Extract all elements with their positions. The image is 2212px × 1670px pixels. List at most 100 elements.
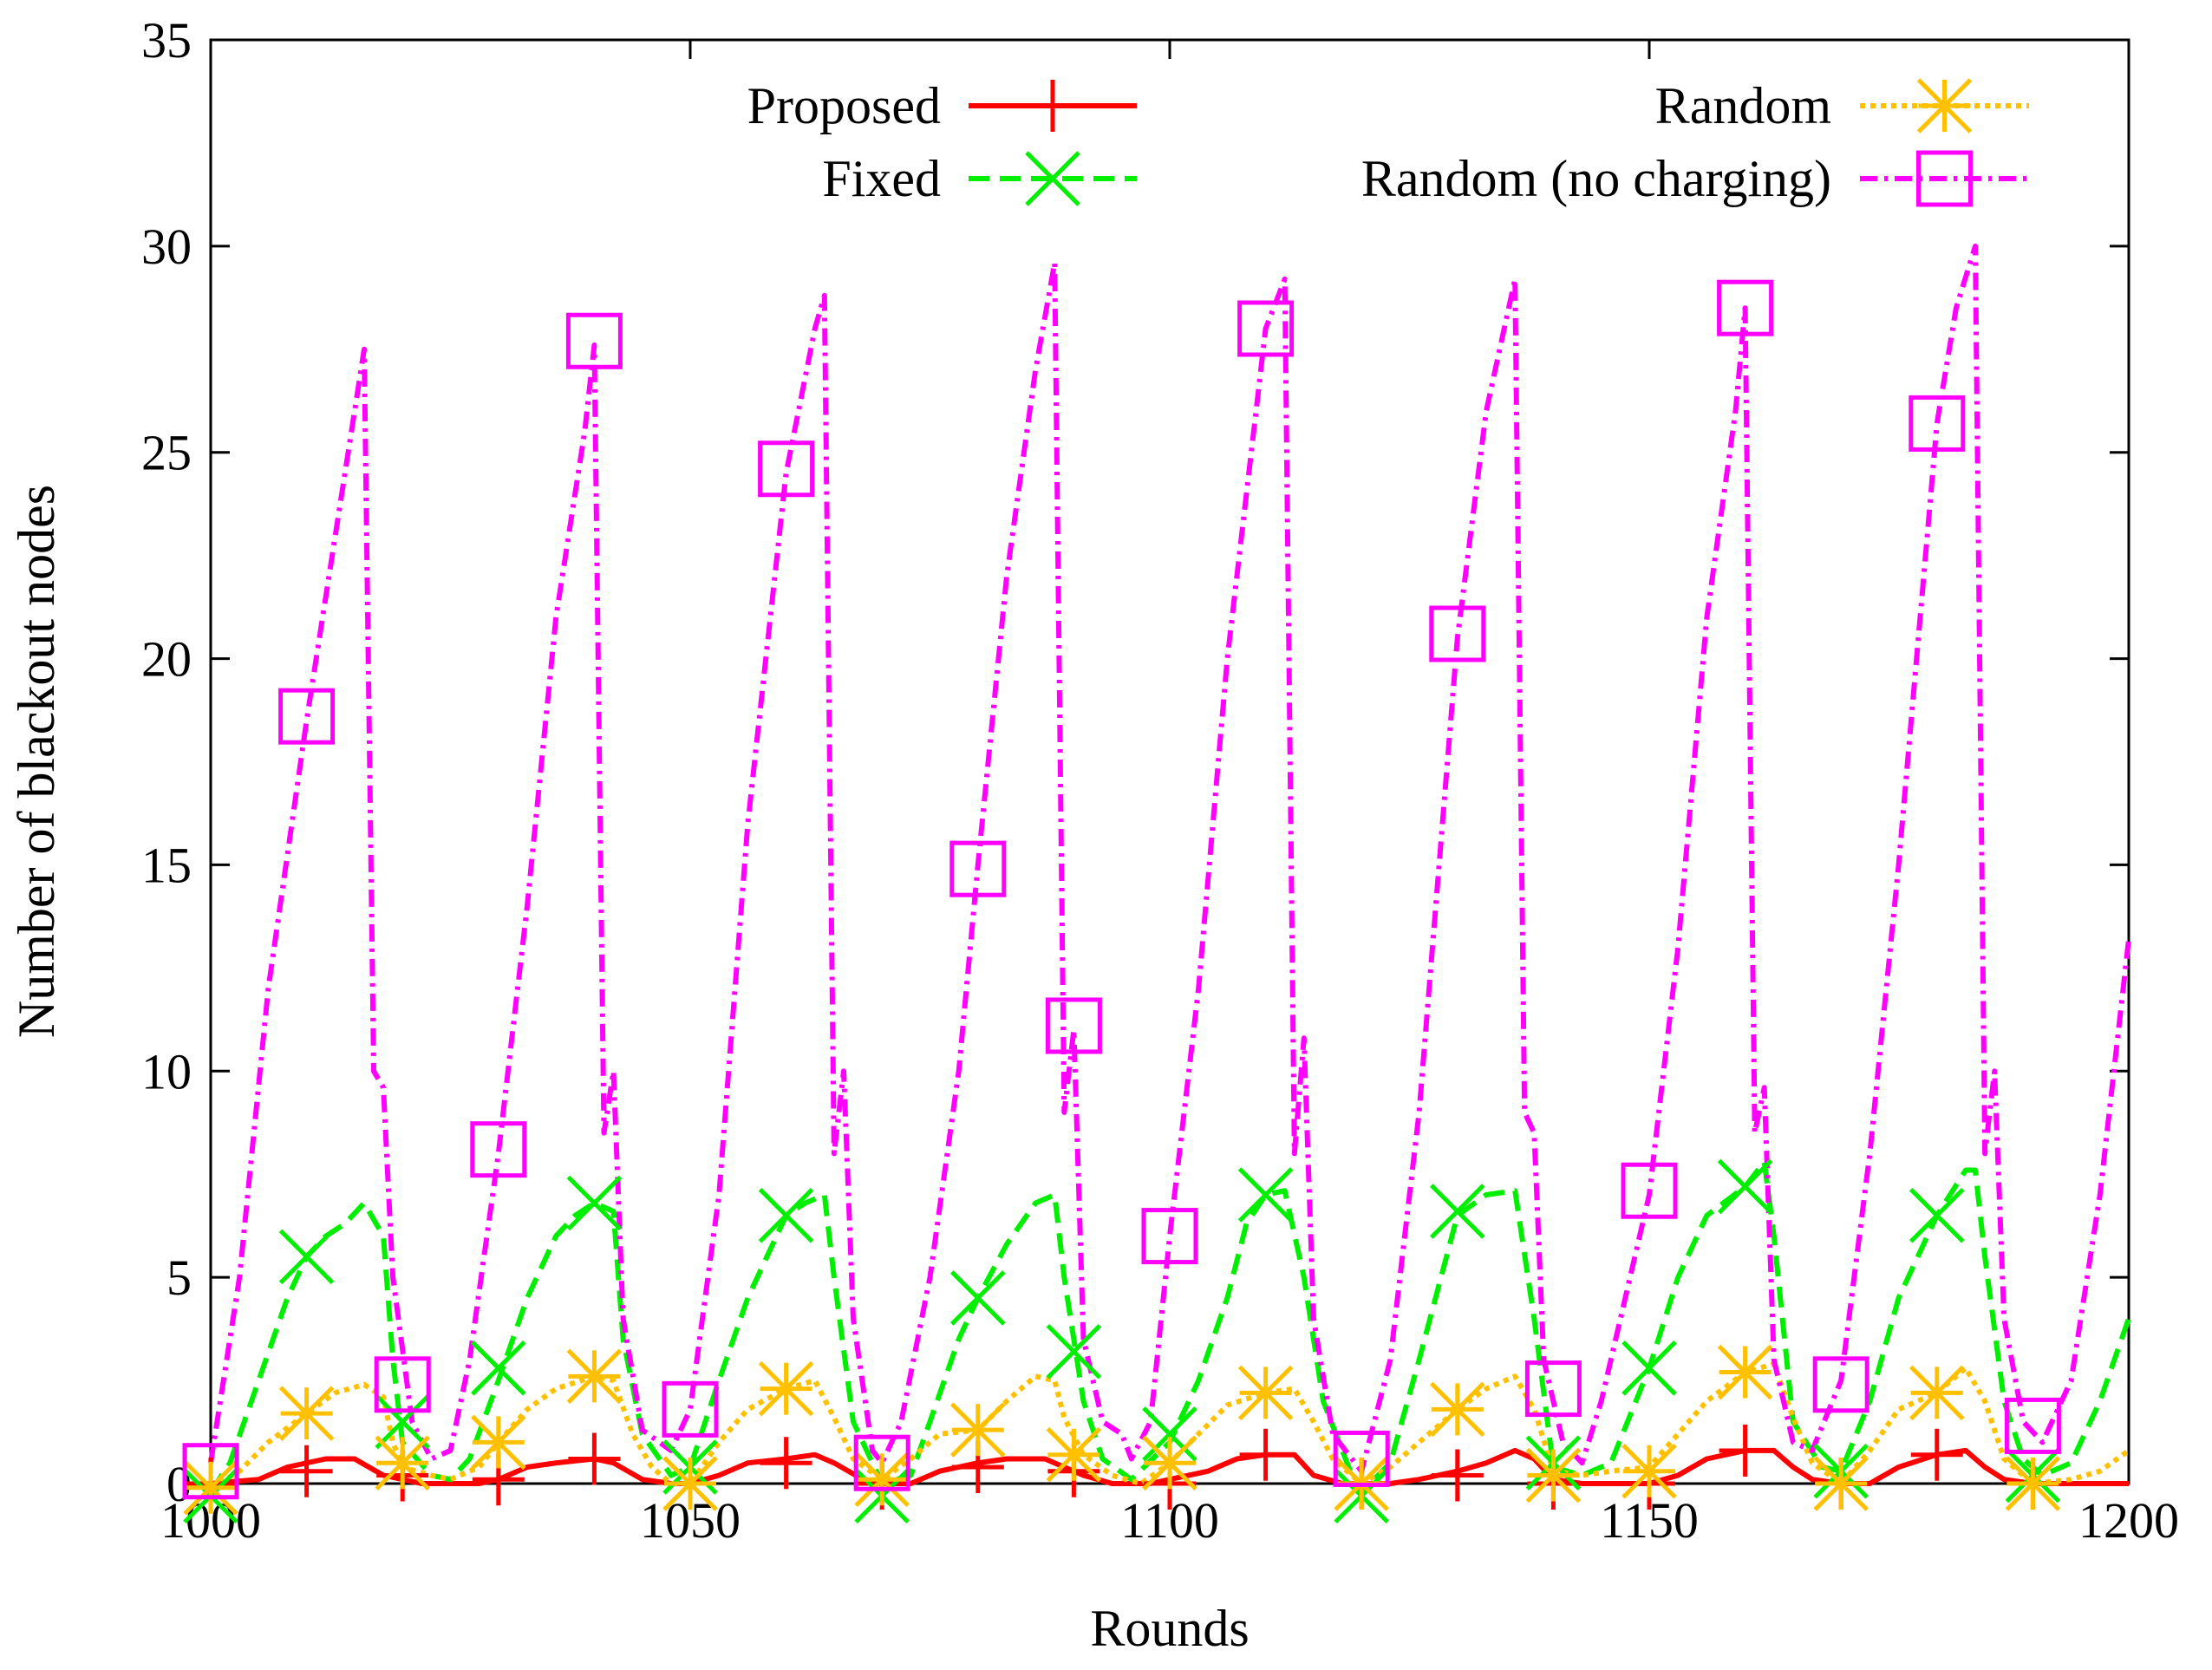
series-point-3 (1237, 300, 1295, 357)
marker-stroke (1046, 1426, 1102, 1483)
marker-stroke (1333, 1430, 1390, 1487)
marker-stroke (565, 312, 623, 369)
series-point-2 (854, 1451, 910, 1508)
marker-stroke (1237, 1167, 1294, 1223)
series-point-3 (1429, 605, 1486, 662)
series-point-2 (1909, 1365, 1965, 1421)
marker-stroke (950, 1270, 1006, 1326)
series-point-3 (1333, 1430, 1390, 1487)
marker-stroke (278, 1229, 335, 1285)
series-point-3 (470, 1121, 527, 1178)
marker-stroke (278, 688, 336, 745)
series-point-0 (280, 1445, 333, 1497)
series-point-2 (2005, 1456, 2061, 1511)
marker-stroke (1909, 1365, 1965, 1421)
legend-marker-0 (1027, 80, 1079, 132)
series-point-2 (1717, 1344, 1773, 1400)
series-point-1 (375, 1393, 430, 1450)
series-markers (182, 279, 2061, 1524)
series-point-1 (1717, 1158, 1773, 1215)
legend-label-2: Random (1655, 77, 1831, 134)
marker-stroke (1621, 1341, 1677, 1396)
series-point-3 (1524, 1360, 1582, 1418)
marker-stroke (1237, 1365, 1294, 1421)
marker-stroke (1430, 1381, 1485, 1438)
series-point-1 (1430, 1184, 1485, 1239)
marker-stroke (662, 1456, 718, 1511)
marker-stroke (1621, 1162, 1678, 1219)
y-tick-label: 30 (141, 219, 192, 275)
marker-stroke (1429, 605, 1486, 662)
x-axis-label: Rounds (1090, 1600, 1249, 1657)
y-tick-label: 5 (166, 1249, 192, 1306)
series-point-1 (950, 1270, 1006, 1326)
marker-stroke (1525, 1447, 1582, 1504)
marker-stroke (1045, 997, 1102, 1054)
marker-stroke (1524, 1360, 1582, 1418)
marker-stroke (2004, 1397, 2061, 1454)
series-point-3 (853, 1434, 910, 1491)
y-tick-label: 25 (141, 425, 192, 481)
marker-stroke (1717, 1344, 1773, 1400)
series-point-2 (758, 1360, 814, 1417)
series-point-0 (1719, 1424, 1772, 1477)
marker-stroke (1025, 151, 1080, 206)
marker-stroke (662, 1380, 719, 1438)
series-point-2 (662, 1456, 718, 1511)
series-line-1 (208, 1158, 2131, 1495)
series-point-2 (566, 1348, 623, 1405)
marker-stroke (1142, 1406, 1197, 1462)
series-point-2 (183, 1459, 238, 1516)
series-point-0 (1910, 1428, 1963, 1481)
marker-stroke (182, 1443, 239, 1500)
marker-stroke (1621, 1443, 1677, 1499)
marker-stroke (1813, 1456, 1869, 1511)
series-point-1 (1046, 1324, 1102, 1380)
series-point-0 (1431, 1449, 1484, 1502)
series-point-2 (1621, 1443, 1677, 1499)
series-point-3 (1141, 1208, 1198, 1265)
series-point-2 (1237, 1365, 1294, 1421)
y-axis-label: Number of blackout nodes (8, 485, 65, 1038)
x-tick-label: 1200 (2078, 1492, 2179, 1549)
series-point-3 (1045, 997, 1102, 1054)
plot-area (209, 38, 2130, 1485)
series-point-0 (1239, 1428, 1292, 1481)
series-line-3 (208, 243, 2131, 1474)
marker-stroke (1046, 1324, 1102, 1380)
series-point-3 (662, 1380, 719, 1438)
y-tick-label: 20 (141, 631, 192, 688)
series-point-3 (1621, 1162, 1678, 1219)
series-point-3 (1812, 1356, 1869, 1413)
legend-label-3: Random (no charging) (1361, 150, 1831, 207)
series-point-2 (471, 1414, 526, 1471)
series-point-3 (1717, 279, 1774, 336)
marker-stroke (1916, 78, 1973, 134)
y-tick-label: 35 (141, 12, 192, 68)
marker-stroke (854, 1451, 910, 1508)
marker-stroke (471, 1414, 526, 1471)
series-point-1 (1909, 1188, 1965, 1243)
series-point-2 (1813, 1456, 1869, 1511)
marker-stroke (1717, 1158, 1773, 1215)
marker-stroke (1916, 150, 1973, 207)
series-point-1 (1237, 1167, 1294, 1223)
marker-stroke (1909, 395, 1966, 452)
series-point-3 (565, 312, 623, 369)
marker-stroke (1141, 1208, 1198, 1265)
marker-stroke (1237, 300, 1295, 357)
series-point-1 (471, 1341, 526, 1396)
series-point-2 (375, 1435, 430, 1491)
legend-label-0: Proposed (747, 77, 941, 134)
marker-stroke (375, 1393, 430, 1450)
series-point-0 (760, 1437, 812, 1490)
marker-stroke (183, 1459, 238, 1516)
marker-stroke (1142, 1435, 1197, 1491)
series-point-2 (1430, 1381, 1485, 1438)
legend-marker-2 (1916, 78, 1973, 134)
series-point-3 (374, 1356, 431, 1413)
marker-stroke (374, 1356, 431, 1413)
legend-marker-3 (1916, 150, 1973, 207)
